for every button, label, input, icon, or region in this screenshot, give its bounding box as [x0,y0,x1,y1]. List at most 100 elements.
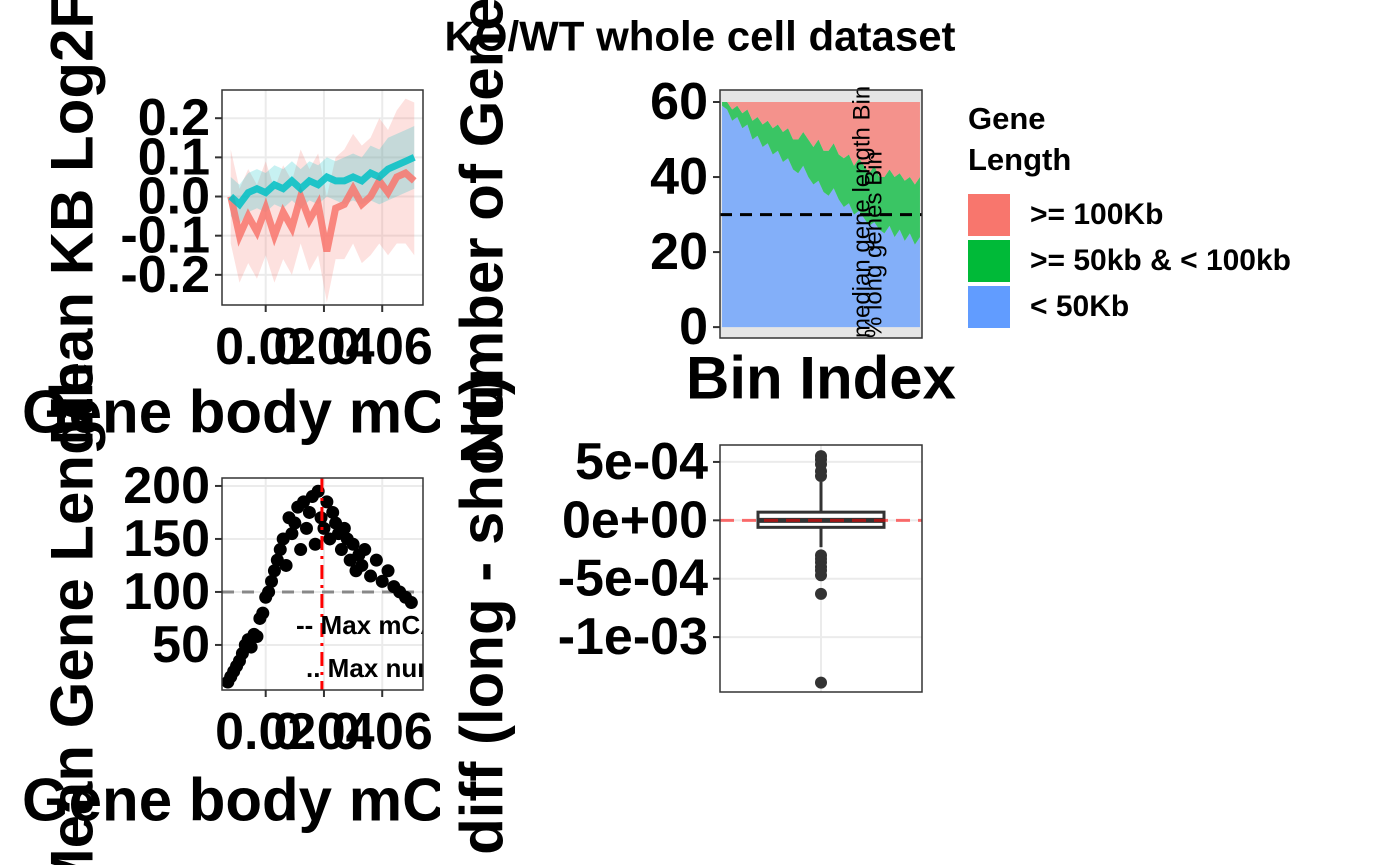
y-tick-label: 60 [650,73,708,131]
legend-item: >= 50kb & < 100kb [968,238,1388,284]
y-tick-label: 0.1 [138,128,210,186]
point [375,574,389,588]
y-tick-label: 40 [650,148,708,206]
panel-border [719,89,923,339]
point [308,537,322,551]
y-tick-label: 50 [152,616,210,674]
legend-title: Gene Length [968,101,1072,177]
x-axis-title: Gene body mCA [22,767,489,834]
y-axis-title: Mean KB Log2FC [39,0,106,445]
point [279,558,293,572]
y-axis-title: Number of Genes [449,0,516,464]
plot-area: -- Max mCA .. Max number [222,478,481,690]
point [337,521,351,535]
y-tick-label: -0.2 [120,246,210,304]
point [326,505,340,519]
x-axis-title: Bin Index [686,345,956,412]
legend-label: < 50Kb [1030,290,1130,323]
annotation: -- Max mCA [296,610,439,640]
legend-item: >= 100Kb [968,192,1388,238]
legend-swatch [968,194,1010,236]
y-tick-label: 20 [650,223,708,281]
y-axis-title: Mean diff (long - short) [449,375,516,865]
panel-border [221,477,424,691]
point [358,543,372,557]
y-tick-label: 5e-04 [575,433,708,491]
panel-border [719,444,923,693]
point [302,505,316,519]
point [299,521,313,535]
ribbon [230,98,415,303]
y-tick-label: 0.0 [138,168,210,226]
point [265,574,279,588]
y-tick-label: 200 [123,457,210,515]
point [404,596,418,610]
point [355,558,369,572]
annotation: median gene length Bin [849,86,876,338]
annotation: % long genes Bin [861,151,888,338]
x-tick-label: 0.02 [215,318,316,376]
panel: -- Max mCA.. Max number501001502000.020.… [22,362,489,865]
point [273,543,287,557]
y-tick-label: -0.1 [120,207,210,265]
outlier [815,569,827,582]
x-tick-label: 0.04 [273,318,374,376]
y-tick-label: -1e-03 [558,608,708,666]
titles: Gene body mCA [22,379,489,446]
plot-area [720,102,922,328]
point [364,569,378,583]
legend-swatch [968,240,1010,282]
area [722,102,920,185]
point [317,521,331,535]
y-tick-label: 150 [123,510,210,568]
plot-area [720,445,922,692]
line [227,168,417,253]
point [320,495,334,509]
area [722,102,920,245]
legend-label: >= 50kb & < 100kb [1030,244,1292,277]
x-tick-label: 0.06 [332,318,433,376]
point [256,606,270,620]
outlier [815,676,827,689]
plot-area [222,90,423,305]
x-tick-label: 0.04 [273,703,374,761]
y-tick-label: -5e-04 [558,550,708,608]
point [267,564,281,578]
x-axis-title: Gene body mCA [22,379,489,446]
y-tick-label: 0 [679,298,708,356]
y-tick-label: 0.2 [138,89,210,147]
x-tick-label: 0.06 [332,703,433,761]
legend-swatch [968,286,1010,328]
point [285,527,299,541]
point [250,629,264,643]
area [722,105,920,328]
outlier [815,587,827,600]
point [262,585,276,599]
point [346,537,360,551]
point [381,564,395,578]
point [334,543,348,557]
legend-label: >= 100Kb [1030,198,1164,231]
chart-title: KO/WT whole cell dataset [444,13,955,60]
point [244,640,258,654]
point [294,543,308,557]
outlier [815,469,827,482]
y-axis-title: Mean Gene Length [39,362,106,865]
point [369,553,383,567]
line [228,154,416,210]
titles: Gene body mCA [22,767,489,834]
legend-item: < 50Kb [968,284,1388,330]
y-tick-label: 100 [123,563,210,621]
panel: 0 20 40 60 median gene length Bin% long gene… [449,0,957,464]
y-tick-label: 0e+00 [562,491,708,549]
annotation: .. Max number [306,653,481,683]
legend: Gene Length >= 100Kb >= 50kb & < 100kb < 5… [968,98,1388,330]
point [288,516,302,530]
titles: Bin Index [686,345,956,412]
x-tick-label: 0.02 [215,703,316,761]
panel-border [221,89,424,306]
